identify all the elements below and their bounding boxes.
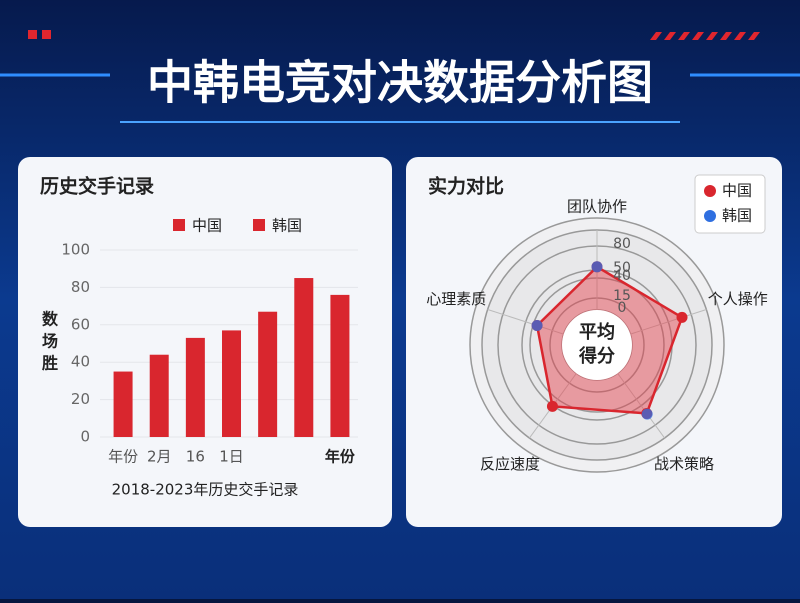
center-label: 得分 — [578, 345, 615, 367]
x-tick-label: 年份 — [325, 448, 356, 466]
r-tick-label: 0 — [618, 300, 627, 316]
x-tick-label: 年份 — [108, 448, 138, 466]
r-tick-label: 50 — [613, 260, 631, 276]
radar-point — [676, 311, 688, 323]
legend-marker — [704, 185, 716, 197]
legend-label: 韩国 — [722, 207, 752, 225]
x-tick-label: 16 — [186, 448, 205, 466]
x-axis-title: 2018-2023年历史交手记录 — [112, 481, 299, 499]
y-axis-title: 场 — [42, 332, 58, 351]
radar-point — [641, 408, 653, 420]
axis-label: 反应速度 — [480, 455, 540, 473]
x-tick-label: 2月 — [147, 448, 172, 466]
legend-marker — [704, 210, 716, 222]
bar — [185, 337, 205, 437]
y-tick-label: 40 — [71, 353, 90, 371]
legend-swatch — [173, 219, 185, 231]
chart-title: 历史交手记录 — [40, 175, 154, 198]
radar-point — [591, 261, 603, 273]
bar — [222, 330, 241, 437]
radar-center — [562, 310, 632, 380]
y-tick-label: 20 — [71, 390, 90, 408]
decor — [28, 30, 37, 39]
y-tick-label: 0 — [80, 428, 90, 446]
decor — [650, 32, 760, 40]
radar-point — [531, 320, 543, 332]
r-tick-label: 15 — [613, 288, 631, 304]
bar — [113, 371, 133, 437]
axis-label: 战术策略 — [654, 455, 714, 473]
x-tick-label: 1日 — [219, 448, 244, 466]
chart-title: 实力对比 — [428, 175, 504, 198]
radar-point — [546, 400, 558, 412]
legend-label: 中国 — [192, 217, 222, 235]
y-axis-title: 胜 — [42, 354, 58, 373]
r-tick-label: 80 — [613, 236, 631, 252]
center-label: 平均 — [579, 321, 615, 343]
y-tick-label: 100 — [61, 241, 90, 259]
legend-label: 中国 — [722, 182, 752, 200]
y-tick-label: 60 — [71, 315, 90, 333]
bar — [330, 294, 350, 437]
axis-label: 心理素质 — [426, 290, 486, 308]
bar — [294, 278, 314, 437]
r-tick-label: 40 — [613, 268, 631, 284]
axis-label: 团队协作 — [567, 198, 627, 216]
legend-label: 韩国 — [272, 217, 302, 235]
page-title: 中韩电竞对决数据分析图 — [147, 56, 653, 110]
y-axis-title: 数 — [42, 310, 59, 329]
bar — [149, 354, 169, 437]
legend-swatch — [253, 219, 265, 231]
decor — [42, 30, 51, 39]
y-tick-label: 80 — [71, 278, 90, 296]
bar — [258, 311, 278, 437]
axis-label: 个人操作 — [708, 290, 768, 308]
